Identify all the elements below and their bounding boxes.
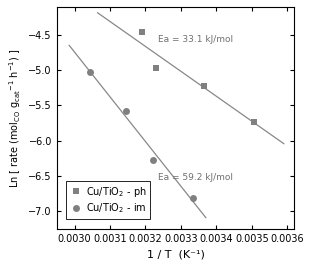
Legend: Cu/TiO$_2$ - ph, Cu/TiO$_2$ - im: Cu/TiO$_2$ - ph, Cu/TiO$_2$ - im (67, 181, 151, 219)
Cu/TiO$_2$ - ph (202, 84, 206, 87)
Cu/TiO$_2$ - ph (252, 120, 256, 123)
Text: Ea = 33.1 kJ/mol: Ea = 33.1 kJ/mol (158, 35, 233, 44)
Cu/TiO$_2$ - im (192, 197, 195, 200)
X-axis label: 1 / T  (K⁻¹): 1 / T (K⁻¹) (147, 249, 205, 259)
Text: Ea = 59.2 kJ/mol: Ea = 59.2 kJ/mol (158, 173, 233, 182)
Cu/TiO$_2$ - im (151, 158, 155, 161)
Cu/TiO$_2$ - im (124, 110, 128, 113)
Line: Cu/TiO$_2$ - im: Cu/TiO$_2$ - im (87, 69, 197, 202)
Cu/TiO$_2$ - ph (140, 31, 144, 34)
Y-axis label: Ln [ rate (mol$_{\mathregular{CO}}$ g$_{\mathregular{cat}}$$^{-1}$ h$^{-1}$) ]: Ln [ rate (mol$_{\mathregular{CO}}$ g$_{… (7, 48, 23, 188)
Cu/TiO$_2$ - im (89, 71, 92, 74)
Line: Cu/TiO$_2$ - ph: Cu/TiO$_2$ - ph (138, 29, 257, 125)
Cu/TiO$_2$ - ph (154, 66, 158, 70)
